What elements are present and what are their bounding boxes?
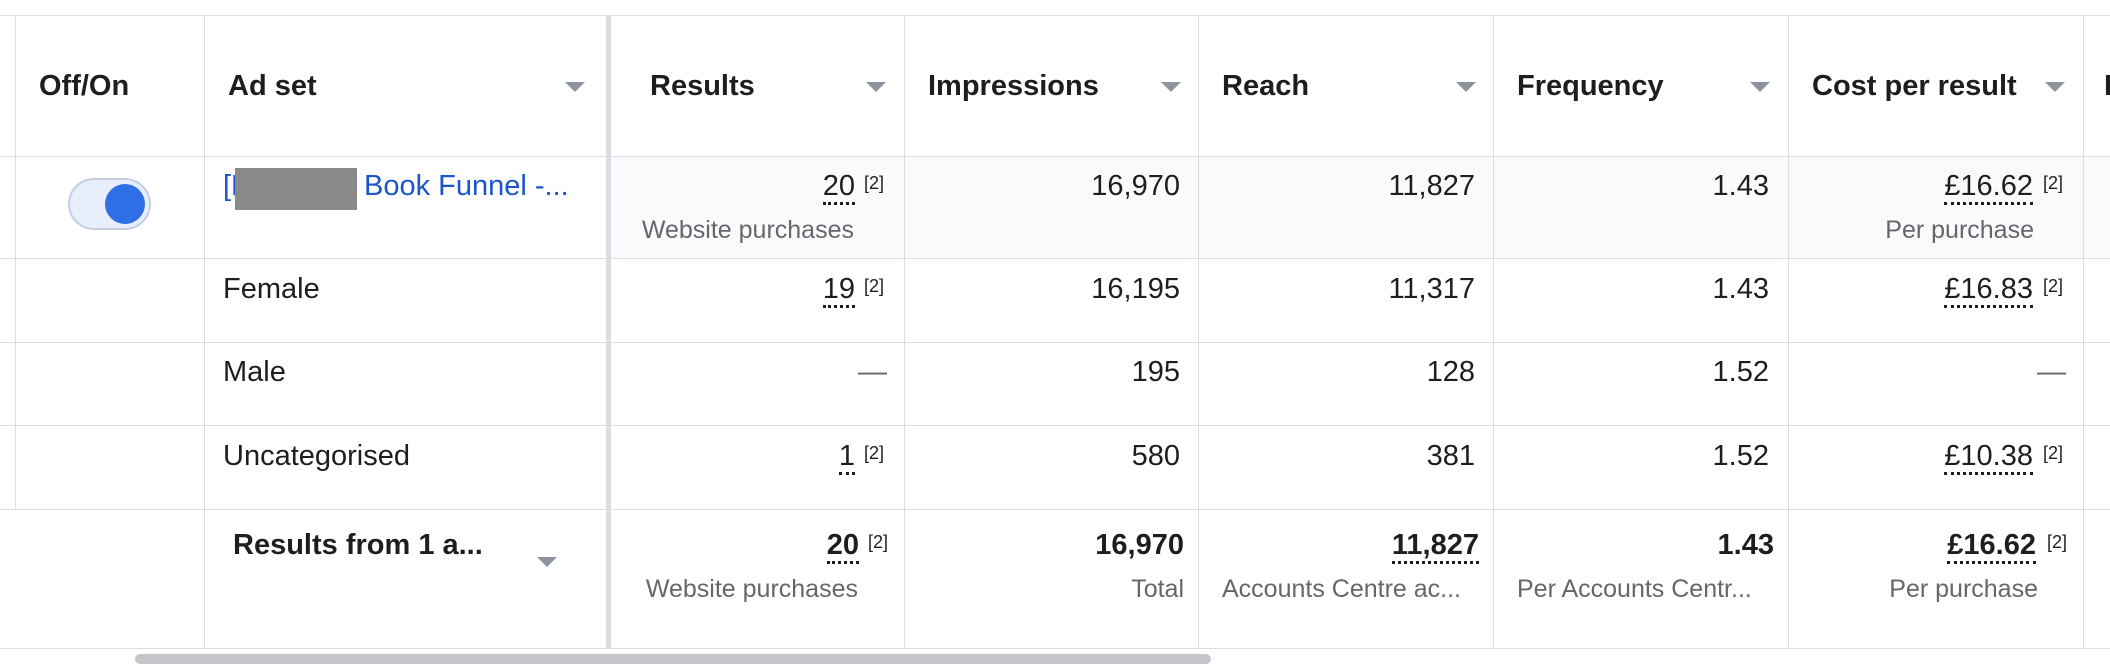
- row-divider: [0, 342, 2110, 343]
- summary-results-number[interactable]: 20: [826, 529, 859, 564]
- summary-results-footnote[interactable]: [2]: [868, 532, 889, 552]
- reach-value: 128: [1426, 356, 1475, 388]
- cost-empty: —: [2037, 356, 2066, 388]
- column-header-label: Off/On: [39, 69, 130, 102]
- summary-reach-number[interactable]: 11,827: [1391, 529, 1479, 564]
- chevron-down-icon[interactable]: [565, 82, 585, 92]
- results-number[interactable]: 19: [822, 273, 855, 308]
- summary-bottom-border: [0, 648, 2110, 649]
- reach-value: 11,827: [1388, 170, 1475, 202]
- results-number[interactable]: 20: [822, 170, 855, 205]
- summary-reach[interactable]: 11,827: [1391, 529, 1479, 564]
- cost-number[interactable]: £16.83: [1944, 273, 2033, 308]
- frequency-value: 1.43: [1712, 170, 1769, 202]
- cost-value[interactable]: £16.83: [1944, 273, 2033, 308]
- results-footnote[interactable]: [2]: [864, 443, 885, 463]
- summary-label[interactable]: Results from 1 a...: [233, 529, 483, 561]
- toggle-knob: [105, 184, 145, 224]
- reach-value: 381: [1426, 440, 1475, 472]
- cost-number[interactable]: £10.38: [1944, 440, 2033, 475]
- row-divider: [0, 425, 2110, 426]
- cost-footnote[interactable]: [2]: [2043, 173, 2064, 193]
- column-header-label: Results: [650, 69, 755, 102]
- header-bottom-border: [0, 156, 2110, 157]
- summary-frequency: 1.43: [1717, 529, 1774, 561]
- column-divider: [1493, 16, 1494, 648]
- redacted-text: [235, 168, 357, 210]
- column-divider: [904, 16, 905, 648]
- column-header-frequency[interactable]: Frequency: [1517, 16, 1664, 156]
- column-divider: [2083, 16, 2084, 648]
- results-value[interactable]: 19: [822, 273, 855, 308]
- column-header-label: I: [2104, 69, 2110, 102]
- summary-cost-footnote[interactable]: [2]: [2047, 532, 2068, 552]
- column-header-reach[interactable]: Reach: [1222, 16, 1309, 156]
- column-header-label: Cost per result: [1812, 69, 2017, 102]
- impressions-value: 16,970: [1091, 170, 1180, 202]
- chevron-down-icon[interactable]: [1161, 82, 1181, 92]
- chevron-down-icon[interactable]: [1456, 82, 1476, 92]
- summary-results-label: Website purchases: [645, 575, 858, 603]
- results-value[interactable]: 20: [822, 170, 855, 205]
- column-header-partial[interactable]: I: [2104, 16, 2110, 156]
- ad-set-toggle[interactable]: [68, 178, 151, 230]
- cost-footnote[interactable]: [2]: [2043, 276, 2064, 296]
- horizontal-scrollbar[interactable]: [135, 654, 1211, 664]
- impressions-value: 16,195: [1091, 273, 1180, 305]
- summary-reach-label: Accounts Centre ac...: [1222, 575, 1462, 603]
- column-header-off-on[interactable]: Off/On: [39, 16, 129, 156]
- column-header-label: Ad set: [228, 69, 317, 102]
- cost-number[interactable]: £16.62: [1944, 170, 2033, 205]
- summary-impressions: 16,970: [1095, 529, 1184, 561]
- column-header-label: Frequency: [1517, 69, 1664, 102]
- results-footnote[interactable]: [2]: [864, 173, 885, 193]
- column-header-label: Reach: [1222, 69, 1310, 102]
- summary-cost-number[interactable]: £16.62: [1947, 529, 2036, 564]
- chevron-down-icon[interactable]: [537, 557, 557, 567]
- chevron-down-icon[interactable]: [866, 82, 886, 92]
- cost-label: Per purchase: [1885, 216, 2034, 244]
- summary-impressions-label: Total: [1131, 575, 1184, 603]
- cost-footnote[interactable]: [2]: [2043, 443, 2064, 463]
- impressions-value: 580: [1131, 440, 1180, 472]
- cost-value[interactable]: £10.38: [1944, 440, 2033, 475]
- column-divider: [1788, 16, 1789, 648]
- chevron-down-icon[interactable]: [2045, 82, 2065, 92]
- column-divider: [204, 16, 205, 648]
- row-divider: [0, 258, 2110, 259]
- summary-cost-label: Per purchase: [1889, 575, 2038, 603]
- column-header-label: Impressions: [928, 69, 1099, 102]
- column-header-ad-set[interactable]: Ad set: [228, 16, 317, 156]
- column-divider: [1198, 16, 1199, 648]
- results-label: Website purchases: [641, 216, 854, 244]
- reach-value: 11,317: [1388, 273, 1475, 305]
- column-header-cost-per-result[interactable]: Cost per result: [1812, 16, 2017, 156]
- breakdown-label: Uncategorised: [223, 440, 410, 472]
- frequency-value: 1.52: [1712, 440, 1769, 472]
- row-divider: [0, 509, 2110, 510]
- column-header-impressions[interactable]: Impressions: [928, 16, 1099, 156]
- column-divider: [15, 16, 16, 509]
- results-value[interactable]: 1: [838, 440, 855, 475]
- impressions-value: 195: [1131, 356, 1180, 388]
- cost-value[interactable]: £16.62: [1944, 170, 2033, 205]
- frequency-value: 1.52: [1712, 356, 1769, 388]
- breakdown-label: Male: [223, 356, 286, 388]
- frozen-column-divider[interactable]: [606, 16, 611, 648]
- table-top-border: [0, 15, 2110, 16]
- summary-frequency-label: Per Accounts Centr...: [1517, 575, 1752, 603]
- results-footnote[interactable]: [2]: [864, 276, 885, 296]
- breakdown-label: Female: [223, 273, 320, 305]
- frequency-value: 1.43: [1712, 273, 1769, 305]
- results-number[interactable]: 1: [838, 440, 855, 475]
- summary-cost[interactable]: £16.62: [1947, 529, 2036, 564]
- results-empty: —: [858, 356, 887, 388]
- chevron-down-icon[interactable]: [1750, 82, 1770, 92]
- ad-set-name-link[interactable]: Book Funnel -...: [364, 170, 569, 202]
- summary-results[interactable]: 20: [826, 529, 859, 564]
- selected-row-background: [610, 157, 2110, 258]
- column-header-results[interactable]: Results: [650, 16, 755, 156]
